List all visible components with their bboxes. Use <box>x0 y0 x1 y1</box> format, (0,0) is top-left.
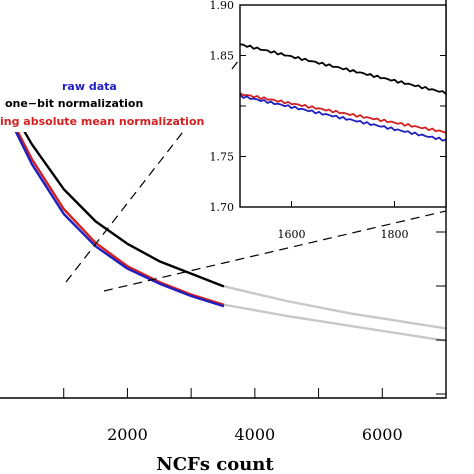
main-x-tick-label: 6000 <box>362 425 403 444</box>
inset-y-tick-label: 1.90 <box>210 0 235 12</box>
inset-series-line-0 <box>239 43 447 95</box>
main-x-ticks: 2000 4000 6000 <box>63 388 403 444</box>
inset-series-group <box>239 43 447 142</box>
legend-entry-running-mean: ing absolute mean normalization <box>0 115 204 128</box>
inset-x-tick-label: 1600 <box>278 228 306 241</box>
inset-series-line-1 <box>239 92 447 134</box>
legend-background <box>0 70 234 132</box>
legend: raw data one−bit normalization ing absol… <box>0 70 234 132</box>
main-series-line-3 <box>221 284 448 330</box>
inset-y-tick-label: 1.75 <box>210 151 235 164</box>
zoom-guide-lower <box>103 210 447 292</box>
main-series-group <box>0 88 448 342</box>
main-plot: 2000 4000 6000 NCFs count <box>0 0 448 474</box>
main-series-line-0 <box>0 98 225 308</box>
inset-x-ticks: 1600 1800 <box>278 201 409 241</box>
legend-entry-one-bit: one−bit normalization <box>5 97 143 110</box>
zoom-guide-upper <box>65 59 240 283</box>
main-series-line-2 <box>0 95 225 306</box>
legend-entry-raw-data: raw data <box>62 80 117 93</box>
x-axis-title: NCFs count <box>156 454 274 474</box>
main-x-tick-label: 4000 <box>234 425 275 444</box>
main-right-ticks <box>436 231 446 395</box>
main-series-line-4 <box>221 303 448 342</box>
inset-x-tick-label: 1800 <box>381 228 409 241</box>
inset-y-tick-label: 1.70 <box>210 201 235 214</box>
inset-series-line-2 <box>239 94 447 142</box>
inset-y-tick-label: 1.85 <box>210 50 235 63</box>
main-series-line-1 <box>0 88 225 288</box>
inset-background <box>240 5 446 207</box>
main-x-tick-label: 2000 <box>107 425 148 444</box>
